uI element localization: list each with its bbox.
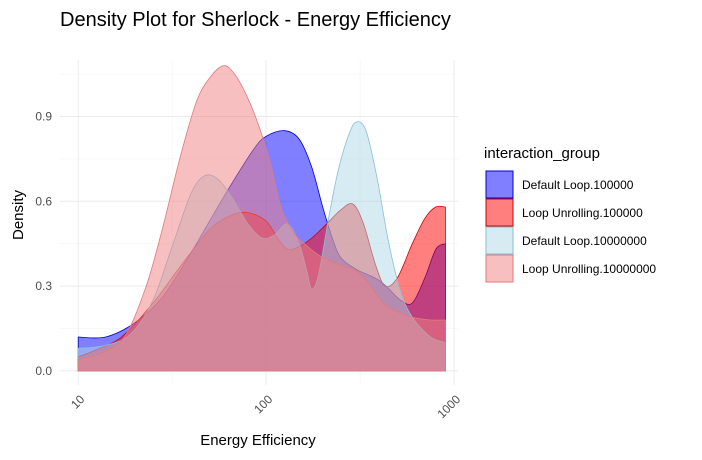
legend-label: Loop Unrolling.100000 — [522, 206, 643, 220]
legend-swatch — [485, 170, 514, 199]
legend-swatch — [485, 226, 514, 255]
legend-title: interaction_group — [484, 145, 600, 162]
x-tick-label: 1000 — [434, 392, 463, 421]
density-areas — [77, 65, 446, 372]
legend: interaction_group Default Loop.100000 Loo… — [484, 145, 656, 283]
density-area-4 — [77, 65, 446, 372]
y-tick-label: 0.3 — [35, 279, 52, 293]
x-tick-label: 100 — [251, 392, 275, 416]
y-axis-title: Density — [10, 189, 27, 240]
legend-swatch — [485, 198, 514, 227]
y-tick-label: 0.0 — [35, 364, 52, 378]
chart-title: Density Plot for Sherlock - Energy Effic… — [60, 9, 451, 31]
y-tick-label: 0.6 — [35, 194, 52, 208]
legend-swatch — [485, 254, 514, 283]
x-axis-title: Energy Efficiency — [200, 432, 316, 449]
legend-label: Default Loop.100000 — [522, 178, 634, 192]
y-tick-label: 0.9 — [35, 110, 52, 124]
legend-label: Loop Unrolling.10000000 — [522, 262, 656, 276]
x-tick-label: 10 — [68, 392, 88, 412]
legend-label: Default Loop.10000000 — [522, 234, 647, 248]
